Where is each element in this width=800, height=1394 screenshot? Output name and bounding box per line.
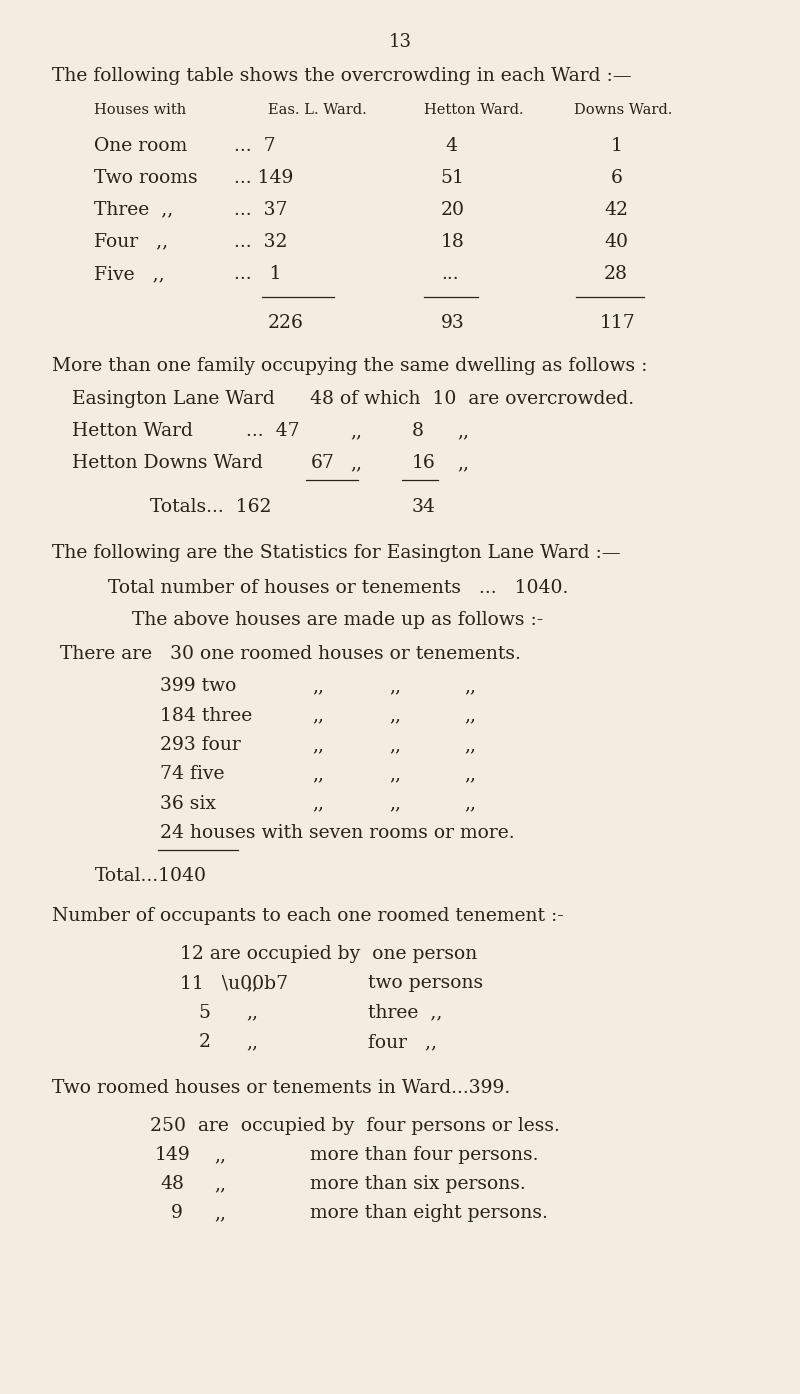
Text: two persons: two persons bbox=[368, 974, 483, 993]
Text: Total...1040: Total...1040 bbox=[94, 867, 206, 885]
Text: 399 two: 399 two bbox=[160, 677, 236, 696]
Text: ,,: ,, bbox=[390, 707, 402, 725]
Text: ...  32: ... 32 bbox=[234, 233, 288, 251]
Text: More than one family occupying the same dwelling as follows :: More than one family occupying the same … bbox=[52, 357, 647, 375]
Text: ,,: ,, bbox=[458, 422, 470, 441]
Text: ...  47: ... 47 bbox=[246, 422, 300, 441]
Text: 5: 5 bbox=[198, 1004, 210, 1022]
Text: ,,: ,, bbox=[214, 1204, 226, 1223]
Text: Two roomed houses or tenements in Ward...399.: Two roomed houses or tenements in Ward..… bbox=[52, 1079, 510, 1097]
Text: 93: 93 bbox=[441, 314, 465, 332]
Text: Totals...  162: Totals... 162 bbox=[150, 498, 272, 516]
Text: Number of occupants to each one roomed tenement :-: Number of occupants to each one roomed t… bbox=[52, 907, 564, 926]
Text: The following table shows the overcrowding in each Ward :—: The following table shows the overcrowdi… bbox=[52, 67, 632, 85]
Text: more than eight persons.: more than eight persons. bbox=[310, 1204, 548, 1223]
Text: 34: 34 bbox=[412, 498, 436, 516]
Text: 48: 48 bbox=[160, 1175, 184, 1193]
Text: 6: 6 bbox=[611, 169, 623, 187]
Text: One room: One room bbox=[94, 137, 188, 155]
Text: ,,: ,, bbox=[312, 736, 324, 754]
Text: 20: 20 bbox=[441, 201, 465, 219]
Text: ,,: ,, bbox=[464, 795, 476, 813]
Text: Five   ,,: Five ,, bbox=[94, 265, 165, 283]
Text: ,,: ,, bbox=[246, 1033, 258, 1051]
Text: ,,: ,, bbox=[312, 707, 324, 725]
Text: Downs Ward.: Downs Ward. bbox=[574, 103, 673, 117]
Text: 4: 4 bbox=[446, 137, 458, 155]
Text: 293 four: 293 four bbox=[160, 736, 241, 754]
Text: 184 three: 184 three bbox=[160, 707, 252, 725]
Text: 24 houses with seven rooms or more.: 24 houses with seven rooms or more. bbox=[160, 824, 514, 842]
Text: more than four persons.: more than four persons. bbox=[310, 1146, 539, 1164]
Text: 40: 40 bbox=[604, 233, 628, 251]
Text: 8: 8 bbox=[412, 422, 424, 441]
Text: 226: 226 bbox=[268, 314, 304, 332]
Text: ,,: ,, bbox=[464, 707, 476, 725]
Text: ,,: ,, bbox=[312, 677, 324, 696]
Text: 149: 149 bbox=[154, 1146, 190, 1164]
Text: 13: 13 bbox=[389, 33, 411, 52]
Text: ,,: ,, bbox=[464, 765, 476, 783]
Text: 117: 117 bbox=[600, 314, 636, 332]
Text: 11   \u00b7: 11 \u00b7 bbox=[180, 974, 288, 993]
Text: Total number of houses or tenements   ...   1040.: Total number of houses or tenements ... … bbox=[108, 579, 568, 597]
Text: ...  37: ... 37 bbox=[234, 201, 288, 219]
Text: ,,: ,, bbox=[350, 454, 362, 473]
Text: Easington Lane Ward: Easington Lane Ward bbox=[72, 390, 274, 408]
Text: 9: 9 bbox=[170, 1204, 182, 1223]
Text: Two rooms: Two rooms bbox=[94, 169, 198, 187]
Text: Hetton Ward: Hetton Ward bbox=[72, 422, 193, 441]
Text: Eas. L. Ward.: Eas. L. Ward. bbox=[268, 103, 366, 117]
Text: The above houses are made up as follows :-: The above houses are made up as follows … bbox=[132, 611, 543, 629]
Text: 250  are  occupied by  four persons or less.: 250 are occupied by four persons or less… bbox=[150, 1117, 560, 1135]
Text: The following are the Statistics for Easington Lane Ward :—: The following are the Statistics for Eas… bbox=[52, 544, 621, 562]
Text: ,,: ,, bbox=[246, 1004, 258, 1022]
Text: Three  ,,: Three ,, bbox=[94, 201, 174, 219]
Text: Hetton Ward.: Hetton Ward. bbox=[424, 103, 524, 117]
Text: four   ,,: four ,, bbox=[368, 1033, 437, 1051]
Text: ,,: ,, bbox=[312, 765, 324, 783]
Text: ,,: ,, bbox=[246, 974, 258, 993]
Text: ,,: ,, bbox=[458, 454, 470, 473]
Text: 48 of which  10  are overcrowded.: 48 of which 10 are overcrowded. bbox=[310, 390, 634, 408]
Text: There are   30 one roomed houses or tenements.: There are 30 one roomed houses or teneme… bbox=[60, 645, 521, 664]
Text: 16: 16 bbox=[412, 454, 436, 473]
Text: 42: 42 bbox=[604, 201, 628, 219]
Text: ,,: ,, bbox=[214, 1175, 226, 1193]
Text: ...: ... bbox=[441, 265, 458, 283]
Text: ... 149: ... 149 bbox=[234, 169, 294, 187]
Text: ,,: ,, bbox=[390, 736, 402, 754]
Text: ,,: ,, bbox=[464, 677, 476, 696]
Text: more than six persons.: more than six persons. bbox=[310, 1175, 526, 1193]
Text: 36 six: 36 six bbox=[160, 795, 216, 813]
Text: ...   1: ... 1 bbox=[234, 265, 282, 283]
Text: 67: 67 bbox=[310, 454, 334, 473]
Text: ...  7: ... 7 bbox=[234, 137, 276, 155]
Text: 18: 18 bbox=[441, 233, 465, 251]
Text: ,,: ,, bbox=[214, 1146, 226, 1164]
Text: ,,: ,, bbox=[390, 795, 402, 813]
Text: ,,: ,, bbox=[312, 795, 324, 813]
Text: 28: 28 bbox=[604, 265, 628, 283]
Text: ,,: ,, bbox=[390, 677, 402, 696]
Text: ,,: ,, bbox=[464, 736, 476, 754]
Text: 12 are occupied by  one person: 12 are occupied by one person bbox=[180, 945, 478, 963]
Text: Houses with: Houses with bbox=[94, 103, 186, 117]
Text: three  ,,: three ,, bbox=[368, 1004, 442, 1022]
Text: ,,: ,, bbox=[390, 765, 402, 783]
Text: 51: 51 bbox=[441, 169, 465, 187]
Text: 74 five: 74 five bbox=[160, 765, 225, 783]
Text: 1: 1 bbox=[611, 137, 623, 155]
Text: Four   ,,: Four ,, bbox=[94, 233, 169, 251]
Text: ,,: ,, bbox=[350, 422, 362, 441]
Text: 2: 2 bbox=[198, 1033, 210, 1051]
Text: Hetton Downs Ward: Hetton Downs Ward bbox=[72, 454, 263, 473]
